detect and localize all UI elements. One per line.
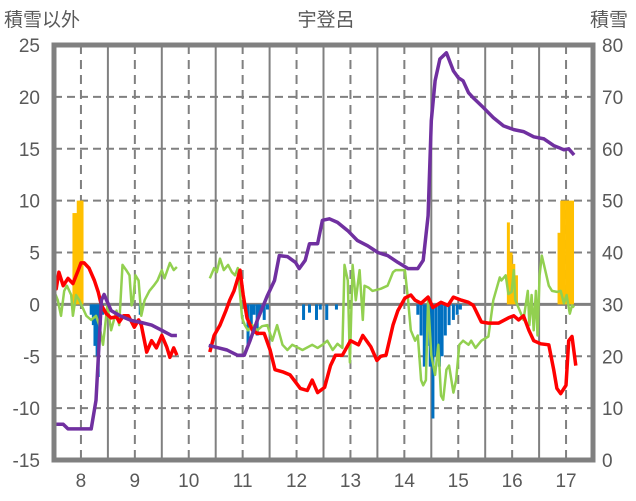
red-line [54, 261, 179, 360]
x-tick: 14 [394, 471, 416, 492]
blue-bar [458, 304, 462, 310]
x-tick: 13 [340, 471, 361, 492]
blue-bar [455, 304, 459, 315]
x-tick: 8 [76, 471, 87, 492]
y-tick-right: 70 [602, 88, 623, 109]
x-tick: 11 [233, 471, 253, 492]
blue-bar [447, 304, 451, 326]
blue-bar [434, 304, 438, 357]
yellow-bar [78, 200, 82, 305]
yellow-bar [565, 200, 569, 305]
y-tick-left: -10 [13, 399, 40, 420]
blue-bar [89, 304, 93, 315]
y-tick-left: 15 [19, 140, 40, 161]
x-tick: 17 [555, 471, 576, 492]
blue-bar [419, 304, 423, 336]
yellow-bar [506, 222, 510, 305]
blue-bar [246, 304, 250, 346]
yellow-bar [509, 252, 513, 305]
yellow-bar [562, 200, 566, 305]
blue-bar [314, 304, 318, 320]
yellow-bar [560, 200, 564, 305]
right-axis-label: 積雪 [590, 9, 628, 31]
y-tick-left: -15 [13, 451, 40, 472]
yellow-bar [72, 213, 76, 305]
blue-bar [302, 304, 306, 320]
chart-title: 宇登呂 [297, 9, 354, 31]
blue-bar [318, 304, 322, 310]
line-series [52, 51, 578, 431]
yellow-bar [557, 232, 561, 305]
blue-bar [262, 304, 266, 320]
y-tick-right: 60 [602, 140, 623, 161]
blue-bar [325, 304, 329, 320]
blue-bar [249, 304, 253, 326]
left-axis-label: 積雪以外 [4, 9, 80, 31]
y-tick-right: 80 [602, 36, 623, 57]
y-tick-right: 50 [602, 192, 623, 213]
y-tick-left: 10 [19, 192, 40, 213]
yellow-bar [514, 275, 518, 305]
y-tick-left: -5 [23, 347, 40, 368]
y-tick-right: 10 [602, 399, 623, 420]
x-tick: 12 [286, 471, 307, 492]
blue-bar [437, 304, 441, 367]
snow-depth-line [54, 292, 177, 431]
blue-bar [93, 304, 97, 346]
y-tick-left: 5 [29, 244, 40, 265]
red-line [208, 268, 578, 396]
blue-bar [443, 304, 447, 336]
y-tick-left: 25 [19, 36, 40, 57]
snow-depth-line [208, 51, 576, 357]
x-tick: 16 [502, 471, 523, 492]
yellow-bar [80, 200, 84, 305]
yellow-bar [568, 200, 572, 305]
y-tick-right: 30 [602, 295, 623, 316]
x-tick: 10 [178, 471, 199, 492]
gridlines [54, 45, 593, 460]
plot-border [51, 42, 596, 463]
blue-bar [91, 304, 95, 326]
yellow-bar [74, 213, 78, 305]
y-tick-left: 0 [29, 295, 40, 316]
blue-bar [334, 304, 338, 310]
y-tick-right: 40 [602, 244, 623, 265]
y-tick-left: 20 [19, 88, 40, 109]
yellow-bar [571, 200, 575, 305]
blue-bar [416, 304, 420, 315]
y-tick-right: 0 [602, 451, 613, 472]
blue-bar [440, 304, 444, 357]
green-line [52, 261, 178, 347]
blue-bar [252, 304, 256, 315]
green-line [208, 254, 575, 402]
blue-bar [307, 304, 311, 313]
y-tick-right: 20 [602, 347, 623, 368]
blue-bar [265, 304, 269, 310]
yellow-bar [76, 200, 80, 305]
blue-bar [422, 304, 426, 367]
x-tick: 15 [448, 471, 469, 492]
x-tick: 9 [130, 471, 141, 492]
blue-bar [451, 304, 455, 320]
plot-frame [51, 42, 596, 463]
